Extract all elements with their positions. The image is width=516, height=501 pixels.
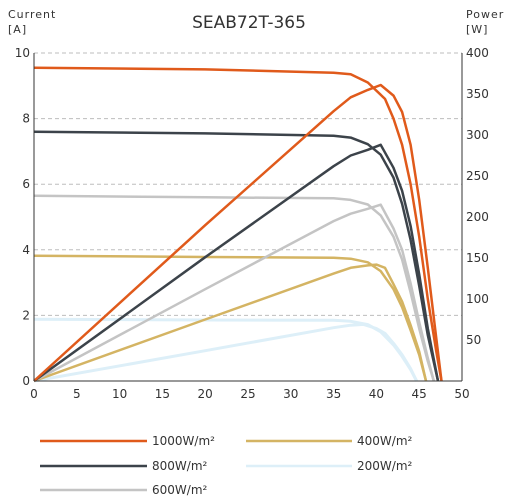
left-tick-label-4: 4 (22, 243, 30, 257)
x-tick-label-15: 15 (155, 387, 170, 401)
right-axis-title: Power (466, 8, 504, 21)
axes (33, 53, 463, 382)
series-current-3 (33, 254, 428, 382)
right-tick-label-300: 300 (466, 128, 489, 142)
x-tick-label-5: 5 (73, 387, 81, 401)
left-tick-label-10: 10 (15, 46, 30, 60)
legend-label-800: 800W/m² (152, 459, 208, 473)
legend: 1000W/m² 800W/m² 600W/m² 400W/m² 200W/m² (40, 434, 413, 497)
left-tick-label-8: 8 (22, 112, 30, 126)
legend-label-600: 600W/m² (152, 483, 208, 497)
series-power-4 (33, 322, 418, 383)
left-axis-unit: [A] (8, 23, 27, 36)
series-power-2 (33, 203, 436, 383)
x-tick-label-0: 0 (30, 387, 38, 401)
left-axis-title: Current (8, 8, 56, 21)
legend-label-1000: 1000W/m² (152, 434, 215, 448)
left-tick-label-6: 6 (22, 177, 30, 191)
x-tick-label-10: 10 (112, 387, 127, 401)
legend-label-200: 200W/m² (357, 459, 413, 473)
x-tick-label-30: 30 (283, 387, 298, 401)
x-tick-label-45: 45 (412, 387, 427, 401)
right-tick-label-400: 400 (466, 46, 489, 60)
x-tick-label-50: 50 (454, 387, 469, 401)
x-tick-label-25: 25 (240, 387, 255, 401)
right-tick-label-50: 50 (466, 333, 481, 347)
right-tick-label-350: 350 (466, 87, 489, 101)
right-axis-unit: [W] (466, 23, 488, 36)
series-power-0 (33, 83, 443, 382)
x-tick-label-20: 20 (198, 387, 213, 401)
series-current-0 (33, 66, 443, 382)
right-tick-label-150: 150 (466, 251, 489, 265)
legend-label-400: 400W/m² (357, 434, 413, 448)
left-tick-label-0: 0 (22, 374, 30, 388)
chart-title: SEAB72T-365 (192, 13, 306, 33)
right-tick-label-200: 200 (466, 210, 489, 224)
grid-lines (34, 52, 462, 316)
series-power-3 (33, 263, 428, 383)
series-power-1 (33, 143, 440, 383)
series-current-1 (33, 130, 440, 382)
x-tick-label-35: 35 (326, 387, 341, 401)
series-current-2 (33, 194, 435, 382)
left-tick-label-2: 2 (22, 308, 30, 322)
right-tick-label-100: 100 (466, 292, 489, 306)
tick-labels: 0 2 4 6 8 10 50 100 150 200 250 300 350 400 0 5 10 15 20 25… (15, 46, 489, 401)
right-tick-label-250: 250 (466, 169, 489, 183)
series-curves (33, 66, 443, 383)
x-tick-label-40: 40 (369, 387, 384, 401)
